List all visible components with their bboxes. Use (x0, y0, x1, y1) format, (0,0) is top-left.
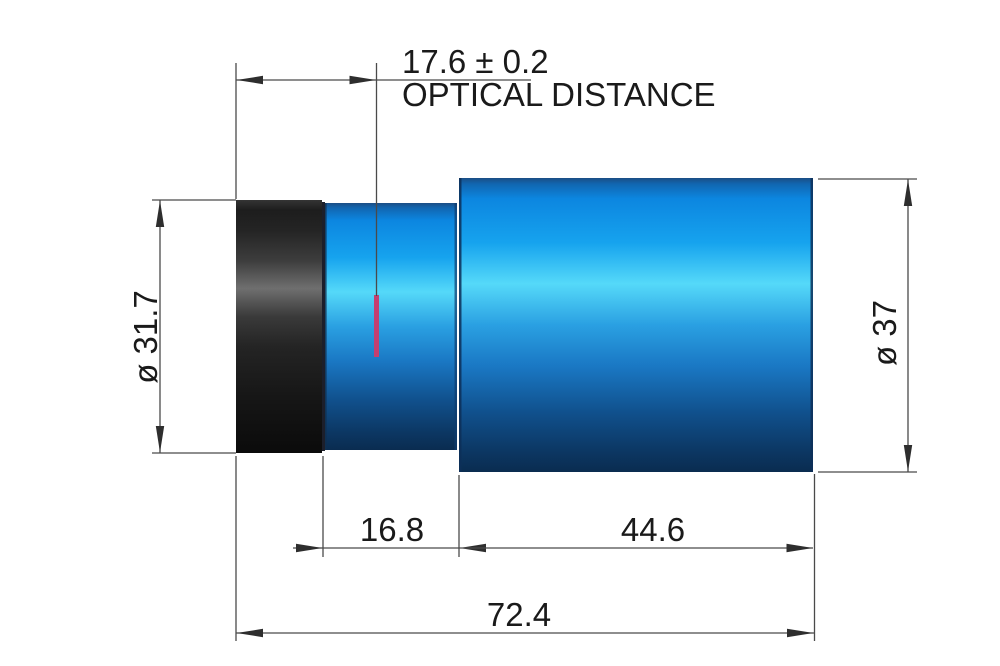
nose-barrel (236, 200, 322, 453)
main-body-right-edge (810, 178, 813, 472)
nose-diameter-label: ø 31.7 (127, 290, 164, 384)
dimension-total-length: 72.4 (235, 456, 814, 641)
arrowhead-right (349, 75, 376, 85)
arrowhead-right (787, 628, 814, 638)
dimension-body-length: 44.6 (459, 474, 816, 641)
arrowhead-right (296, 543, 323, 553)
body-length-label: 44.6 (621, 511, 685, 548)
main-body-barrel (459, 178, 813, 472)
body-diameter-label: ø 37 (866, 300, 903, 366)
dimension-nose-diameter: ø 31.7 (127, 199, 236, 454)
main-body-left-edge (459, 178, 462, 472)
arrowhead-up (903, 179, 913, 206)
dimension-body-diameter: ø 37 (818, 178, 917, 473)
mid-length-label: 16.8 (360, 511, 424, 548)
arrowhead-left (236, 75, 263, 85)
total-length-label: 72.4 (487, 596, 551, 633)
arrowhead-up (155, 200, 165, 227)
arrowhead-right (786, 543, 813, 553)
nose-mid-junction-edge (322, 202, 325, 451)
optical-distance-value: 17.6 ± 0.2 (402, 43, 549, 80)
optical-distance-label: OPTICAL DISTANCE (402, 76, 716, 113)
arrowhead-left (236, 628, 263, 638)
mid-barrel (325, 203, 457, 450)
dimension-optical-distance: 17.6 ± 0.2 OPTICAL DISTANCE (235, 43, 716, 296)
arrowhead-down (903, 445, 913, 472)
dimension-mid-length: 16.8 (293, 456, 486, 557)
mid-barrel-left-edge (325, 203, 327, 450)
arrowhead-down (155, 426, 165, 453)
sensor-plane-marker (374, 295, 379, 357)
mid-barrel-right-edge (454, 203, 457, 450)
